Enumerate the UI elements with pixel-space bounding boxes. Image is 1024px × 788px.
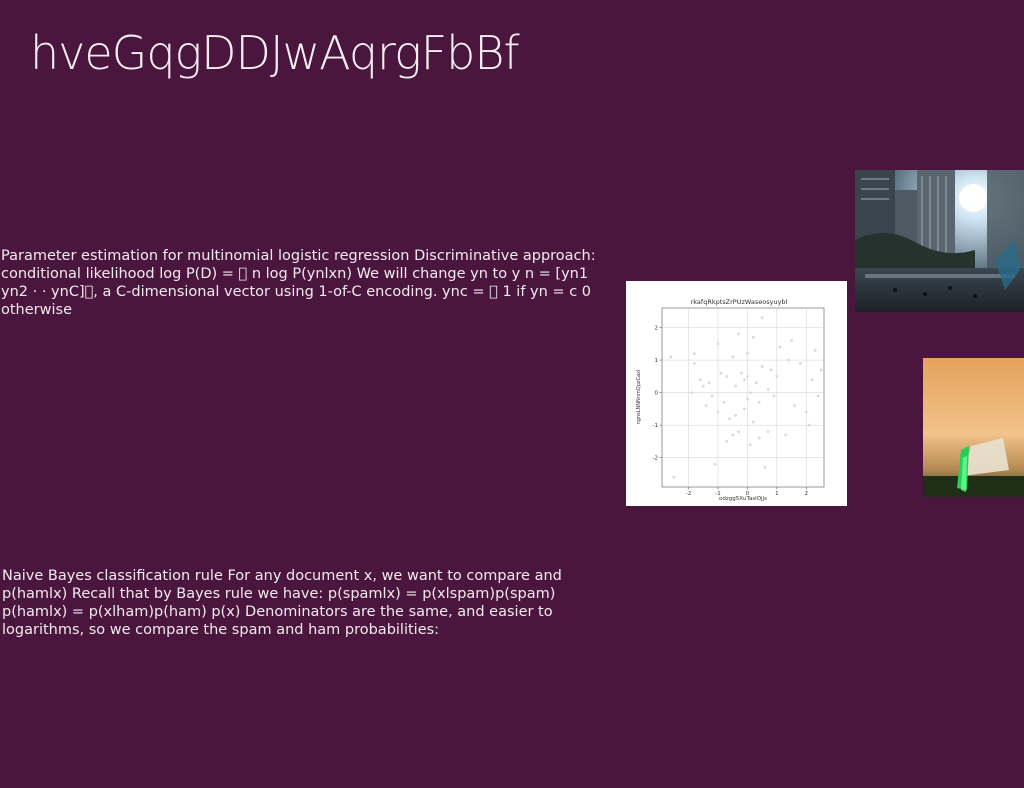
scatter-point [701, 384, 705, 388]
scatter-point [713, 462, 717, 466]
scatter-point [728, 417, 732, 421]
x-tick-label: 2 [805, 491, 809, 497]
y-tick-label: 2 [655, 326, 659, 332]
scatter-point [760, 316, 764, 320]
slide-title: hveGqgDDJwAqrgFbBf [30, 26, 520, 80]
plot-area-frame [661, 307, 825, 488]
scatter-point [725, 374, 729, 378]
scatter-point [799, 361, 802, 365]
x-tick-label: -2 [686, 491, 691, 497]
scatter-chart: rkafqRkptsZrPUzWaseosyuybl -2 -1 0 1 2 -2 -1 0 1… [626, 281, 847, 506]
scatter-point [731, 355, 735, 359]
scatter-point [775, 374, 779, 378]
scatter-point [757, 400, 761, 404]
scatter-point [763, 466, 767, 469]
scatter-point [743, 378, 746, 381]
scatter-point [704, 404, 708, 408]
scatter-point [804, 410, 808, 414]
axis-ticks: -2 -1 0 1 2 -2 -1 0 1 2 [653, 326, 809, 497]
scatter-point [746, 352, 749, 355]
scatter-point [719, 371, 723, 375]
scatter-point [693, 352, 696, 355]
scatter-point [707, 381, 711, 385]
scatter-point [716, 342, 720, 346]
scatter-point [740, 371, 743, 375]
scatter-point [766, 430, 770, 434]
scatter-point [722, 400, 726, 404]
x-axis-label: odzgg5XuTaslOjjs [719, 496, 767, 502]
scatter-point [737, 430, 740, 434]
scatter-point [754, 381, 758, 385]
scatter-point [748, 443, 752, 447]
scatter-point [757, 436, 761, 440]
scatter-point [669, 355, 673, 359]
scatter-point [793, 404, 796, 408]
scatter-point [690, 391, 693, 395]
scatter-point [819, 368, 823, 372]
scatter-point [746, 374, 749, 378]
scatter-point [772, 394, 776, 398]
scatter-point [725, 440, 729, 443]
scatter-point [710, 394, 714, 398]
city-skyline-photo [855, 170, 1024, 312]
sunset-landscape-photo [923, 358, 1024, 497]
y-tick-label: 0 [655, 391, 659, 397]
scatter-point [784, 433, 788, 437]
scatter-point [778, 345, 782, 349]
scatter-point [746, 397, 749, 401]
y-tick-label: -2 [653, 456, 658, 462]
scatter-point [790, 339, 793, 342]
scatter-point [693, 361, 696, 365]
scatter-point [748, 391, 752, 395]
chart-title: rkafqRkptsZrPUzWaseosyuybl [691, 298, 788, 306]
scatter-point [731, 433, 735, 437]
scatter-point [810, 378, 814, 381]
scatter-point [816, 394, 820, 398]
scatter-point [737, 332, 740, 336]
y-tick-label: -1 [653, 423, 658, 429]
scatter-point [807, 423, 811, 427]
paragraph-naive-bayes: Naive Bayes classification rule For any … [2, 568, 562, 638]
scatter-point [751, 420, 755, 424]
scatter-point [743, 407, 746, 411]
scatter-point [734, 414, 738, 417]
data-points [669, 316, 823, 479]
scatter-point [734, 384, 738, 388]
scatter-point [769, 368, 773, 372]
scatter-point [813, 348, 817, 352]
scatter-point [787, 358, 791, 362]
scatter-point [672, 475, 676, 479]
scatter-point [760, 365, 764, 368]
scatter-point [766, 387, 770, 391]
x-tick-label: 0 [746, 491, 750, 497]
scatter-point [751, 335, 755, 339]
scatter-point [698, 378, 702, 381]
x-tick-label: 1 [775, 491, 779, 497]
scatter-point [716, 410, 720, 414]
x-tick-label: -1 [715, 491, 720, 497]
y-axis-label: ngnsLNNNnmQpzCaxl [636, 370, 642, 425]
paragraph-logistic-regression: Parameter estimation for multinomial log… [1, 248, 596, 318]
grid-lines [662, 308, 824, 487]
y-tick-label: 1 [655, 358, 659, 364]
